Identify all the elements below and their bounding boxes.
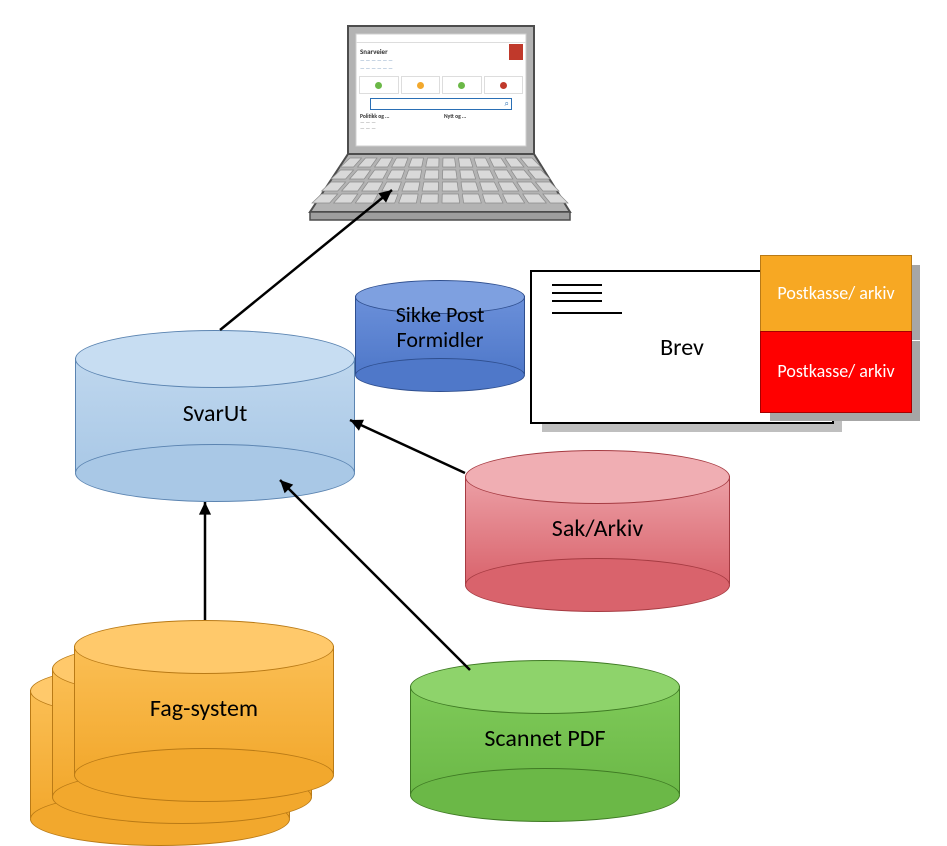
laptop-iconbox-2 bbox=[442, 76, 482, 94]
scannetpdf-bottom bbox=[410, 768, 680, 822]
laptop-key bbox=[443, 170, 458, 179]
laptop-links: — — — — — —— — — — — — bbox=[360, 58, 522, 73]
laptop-front bbox=[310, 212, 570, 220]
laptop-key bbox=[462, 194, 481, 203]
brev-line-0 bbox=[552, 284, 602, 286]
brev-line-2 bbox=[552, 300, 602, 302]
laptop-key bbox=[461, 182, 478, 191]
laptop-key bbox=[426, 158, 439, 167]
laptop-iconbox-1 bbox=[401, 76, 441, 94]
sakarkiv-label: Sak/Arkiv bbox=[465, 514, 730, 543]
scannetpdf-label: Scannet PDF bbox=[410, 724, 680, 753]
laptop-searchbar: ⌕ bbox=[370, 98, 512, 110]
laptop-key bbox=[424, 170, 439, 179]
postkasse-bottom-label: Postkasse/ arkiv bbox=[777, 361, 894, 383]
brev-line-3 bbox=[552, 312, 622, 314]
laptop-topbar bbox=[356, 34, 526, 43]
postkasse-top-node: Postkasse/ arkiv bbox=[760, 255, 912, 332]
sikkepost-cylinder: Sikke Post Formidler bbox=[355, 280, 525, 390]
laptop-icon-row bbox=[359, 76, 523, 94]
laptop-key bbox=[399, 194, 418, 203]
laptop-screen-content: Snarveier — — — — — —— — — — — — ⌕ Politikk… bbox=[356, 34, 526, 146]
search-icon: ⌕ bbox=[505, 99, 509, 109]
brev-line-1 bbox=[552, 292, 602, 294]
sikkepost-bottom bbox=[355, 358, 525, 392]
sikkepost-label: Sikke Post Formidler bbox=[355, 302, 525, 353]
arrow-0-line bbox=[350, 420, 465, 473]
laptop-key bbox=[422, 182, 438, 191]
laptop-iconbox-0-icon bbox=[375, 82, 382, 89]
laptop-col-right-h: Nytt og ... bbox=[444, 114, 522, 120]
sakarkiv-bottom bbox=[465, 558, 730, 612]
scannetpdf-top bbox=[410, 660, 680, 714]
laptop-bottom-cols: Politikk og ...— — — — — — Nytt og ... bbox=[360, 114, 522, 132]
fagsystem-2-bottom bbox=[74, 748, 334, 802]
laptop-node: Snarveier — — — — — —— — — — — — ⌕ Politikk… bbox=[300, 20, 580, 230]
sakarkiv-top bbox=[465, 450, 730, 504]
fagsystem-2-label: Fag-system bbox=[74, 694, 334, 723]
laptop-heading: Snarveier bbox=[360, 47, 526, 56]
laptop-key bbox=[459, 158, 473, 167]
arrow-2-head bbox=[199, 502, 211, 515]
laptop-iconbox-3 bbox=[484, 76, 524, 94]
svarut-top bbox=[75, 330, 355, 388]
laptop-iconbox-3-icon bbox=[500, 82, 507, 89]
laptop-key bbox=[460, 170, 476, 179]
laptop-key bbox=[442, 194, 460, 203]
laptop-key bbox=[442, 182, 458, 191]
postkasse-top-label: Postkasse/ arkiv bbox=[777, 283, 894, 305]
fagsystem-2-top bbox=[74, 620, 334, 674]
postkasse-bottom-node: Postkasse/ arkiv bbox=[760, 331, 912, 413]
svarut-bottom bbox=[75, 444, 355, 502]
laptop-key bbox=[420, 194, 438, 203]
svarut-label: SvarUt bbox=[75, 399, 355, 428]
laptop-col-right: Nytt og ... bbox=[444, 114, 522, 132]
fagsystem-2-cylinder: Fag-system bbox=[74, 620, 334, 800]
laptop-iconbox-2-icon bbox=[458, 82, 465, 89]
svarut-cylinder: SvarUt bbox=[75, 330, 355, 500]
laptop-col-left: Politikk og ...— — — — — — bbox=[360, 114, 438, 132]
laptop-key bbox=[402, 182, 420, 191]
scannetpdf-cylinder: Scannet PDF bbox=[410, 660, 680, 820]
laptop-iconbox-0 bbox=[359, 76, 399, 94]
sakarkiv-cylinder: Sak/Arkiv bbox=[465, 450, 730, 610]
laptop-iconbox-1-icon bbox=[417, 82, 424, 89]
laptop-key bbox=[443, 158, 456, 167]
laptop-logo-icon bbox=[509, 44, 523, 60]
laptop-col-left-t: — — — — — — bbox=[360, 120, 438, 132]
